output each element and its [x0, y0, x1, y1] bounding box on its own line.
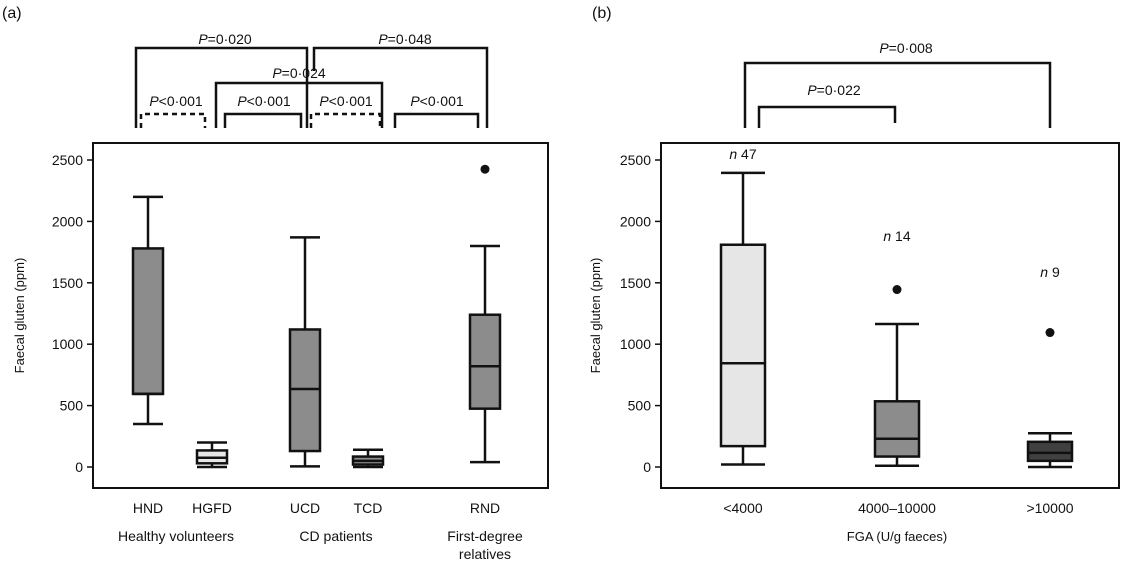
box->10000 — [1026, 440, 1074, 463]
y-tick-label: 2500 — [620, 152, 651, 168]
n-label: n 9 — [1040, 264, 1060, 280]
y-tick-label: 500 — [60, 398, 84, 414]
n-label: n 14 — [883, 228, 910, 244]
p-value-label: P=0·008 — [879, 40, 933, 56]
group-label: Healthy volunteers — [118, 528, 234, 544]
plot-frame — [92, 142, 549, 489]
n-label: n 47 — [729, 146, 756, 162]
p-value-label: P<0·001 — [149, 93, 203, 109]
group-label: CD patients — [299, 528, 372, 544]
y-tick-label: 0 — [643, 459, 651, 475]
outlier-point — [1045, 328, 1055, 338]
category-label: TCD — [354, 500, 383, 516]
p-value-label: P<0·001 — [237, 93, 291, 109]
significance-bracket — [312, 46, 489, 128]
significance-bracket — [134, 46, 309, 128]
y-tick-label: 1000 — [620, 336, 651, 352]
y-tick-label: 1000 — [52, 336, 83, 352]
panel-label: (b) — [592, 5, 612, 22]
category-label: UCD — [290, 500, 320, 516]
category-label: 4000–10000 — [858, 500, 936, 516]
y-tick-label: 2000 — [52, 213, 83, 229]
significance-bracket — [309, 112, 382, 128]
outlier-point — [480, 164, 490, 174]
y-tick-label: 0 — [75, 459, 83, 475]
y-tick-label: 2000 — [620, 213, 651, 229]
significance-bracket — [393, 112, 480, 128]
category-label: >10000 — [1026, 500, 1073, 516]
category-label: HND — [133, 500, 163, 516]
x-axis-label: FGA (U/g faeces) — [847, 529, 947, 544]
p-value-label: P=0·024 — [272, 65, 326, 81]
p-value-label: P=0·020 — [198, 31, 252, 47]
box-<4000 — [719, 243, 767, 448]
category-label: RND — [470, 500, 500, 516]
y-tick-label: 1500 — [52, 275, 83, 291]
y-tick-label: 500 — [628, 398, 652, 414]
p-value-label: P<0·001 — [410, 93, 464, 109]
group-label: First-degree — [447, 528, 523, 544]
significance-bracket — [223, 112, 303, 128]
p-value-label: P<0·001 — [319, 93, 373, 109]
box-4000–10000 — [873, 400, 921, 458]
group-label: relatives — [459, 546, 511, 562]
significance-bracket — [139, 112, 207, 128]
category-label: HGFD — [192, 500, 232, 516]
box-HND — [131, 247, 165, 396]
significance-bracket — [214, 81, 384, 128]
significance-bracket — [757, 105, 897, 128]
panel-label: (a) — [2, 5, 22, 22]
p-value-label: P=0·048 — [378, 31, 432, 47]
y-tick-label: 2500 — [52, 152, 83, 168]
p-value-label: P=0·022 — [807, 82, 861, 98]
box-RND — [468, 313, 502, 410]
y-tick-label: 1500 — [620, 275, 651, 291]
y-axis-label: Faecal gluten (ppm) — [12, 258, 27, 374]
category-label: <4000 — [723, 500, 763, 516]
plot-frame — [660, 142, 1120, 489]
y-axis-label: Faecal gluten (ppm) — [588, 258, 603, 374]
significance-bracket — [743, 61, 1052, 128]
outlier-point — [892, 285, 902, 295]
